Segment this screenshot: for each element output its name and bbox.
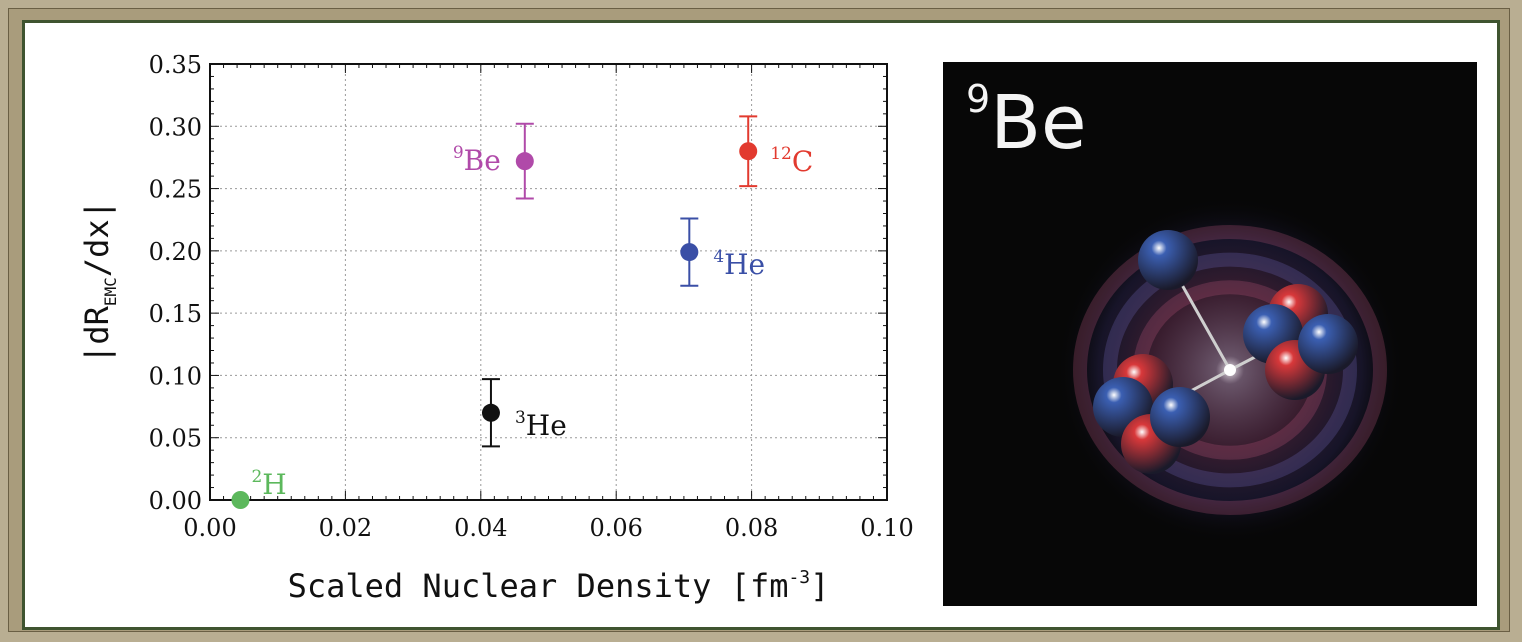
beryllium-nucleus-illustration <box>1055 195 1405 545</box>
inset-mass-number: 9 <box>966 77 991 121</box>
emc-slope-chart: 0.00 0.02 0.04 0.06 0.08 0.10 0.00 0.05 0.10 0.15… <box>78 51 914 605</box>
point-label: 3He <box>515 408 567 442</box>
x-tick-label: 0.10 <box>860 514 913 542</box>
y-tick-label: 0.10 <box>149 362 202 390</box>
data-marker <box>231 491 250 509</box>
data-point-3he: 3He <box>481 378 567 448</box>
inset-nucleus-label: 9Be <box>966 80 1086 160</box>
point-label: 9Be <box>453 143 501 177</box>
data-marker <box>680 243 699 262</box>
data-point-12c: 12C <box>739 115 813 188</box>
point-label: 12C <box>770 144 813 178</box>
data-point-9be: 9Be <box>453 122 534 200</box>
y-tick-label: 0.20 <box>149 238 202 266</box>
y-tick-label: 0.05 <box>149 425 202 453</box>
y-tick-label: 0.35 <box>149 51 202 79</box>
x-tick-label: 0.00 <box>183 514 236 542</box>
data-point-2h: 2H <box>231 467 287 509</box>
data-marker <box>481 403 500 422</box>
nucleus-center <box>1224 364 1236 376</box>
y-axis-label: |dREMC/dx| <box>78 200 120 364</box>
data-marker <box>739 142 758 161</box>
neutron-sphere <box>1138 230 1198 290</box>
data-marker <box>515 152 534 171</box>
x-axis-label: Scaled Nuclear Density [fm-3] <box>288 567 830 605</box>
y-tick-label: 0.15 <box>149 300 202 328</box>
x-tick-label: 0.02 <box>319 514 372 542</box>
inset-element-symbol: Be <box>990 80 1087 166</box>
x-tick-label: 0.04 <box>454 514 507 542</box>
neutron-sphere <box>1298 314 1358 374</box>
data-point-4he: 4He <box>680 217 765 287</box>
nucleus-shell <box>1103 252 1357 488</box>
x-tick-label: 0.06 <box>589 514 642 542</box>
y-tick-label: 0.00 <box>149 487 202 515</box>
point-label: 4He <box>713 247 765 281</box>
point-label: 2H <box>251 467 286 501</box>
y-tick-label: 0.30 <box>149 113 202 141</box>
x-tick-label: 0.08 <box>725 514 778 542</box>
y-tick-label: 0.25 <box>149 176 202 204</box>
nucleus-shell <box>1073 225 1387 515</box>
neutron-sphere <box>1150 387 1210 447</box>
